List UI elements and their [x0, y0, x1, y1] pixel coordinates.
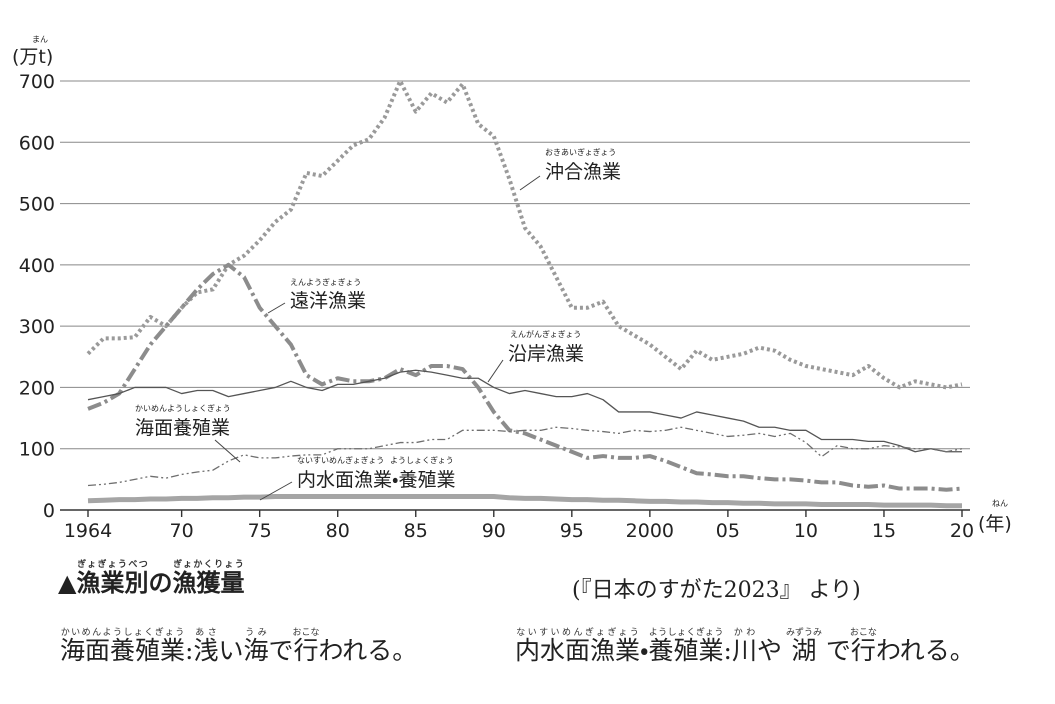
- series-line: [86, 79, 963, 390]
- label-leader: [487, 359, 504, 383]
- series-label: 沿岸漁業: [508, 343, 584, 365]
- ruby-text: 海うみ: [243, 628, 269, 665]
- y-tick-label: 600: [19, 132, 55, 154]
- series-ruby: えんがんぎょぎょう: [510, 329, 581, 339]
- base-text: 行: [292, 636, 320, 665]
- series-label: 内水面漁業・養殖業: [297, 469, 455, 491]
- ruby-text: 浅あさ: [193, 628, 219, 665]
- x-tick-label: 15: [872, 520, 896, 542]
- ruby-text: 漁獲量ぎょかくりょう: [172, 560, 245, 597]
- series-ruby: えんようぎょぎょう: [290, 277, 361, 287]
- ruby-text: 行おこな: [292, 628, 320, 665]
- base-text: 漁業別: [76, 569, 149, 597]
- ruby-reading: ぎょかくりょう: [172, 560, 245, 570]
- base-text: 浅: [193, 636, 219, 665]
- base-text: 湖: [785, 636, 822, 665]
- x-tick-label: 1964: [64, 520, 112, 542]
- x-tick-label: 80: [326, 520, 350, 542]
- x-tick-label: 90: [482, 520, 506, 542]
- ruby-reading: おこな: [849, 628, 877, 638]
- ruby-text: 養殖業ようしょくぎょう: [648, 628, 724, 665]
- ruby-reading: おこな: [292, 628, 320, 638]
- ruby-reading: みずうみ: [785, 628, 822, 638]
- x-axis-ruby: ねん: [992, 499, 1008, 508]
- ruby-reading: うみ: [243, 628, 269, 638]
- series-label: 遠洋漁業: [290, 290, 366, 312]
- ruby-text: 海面養殖業かいめんようしょくぎょう: [60, 628, 186, 665]
- ruby-text: 内水面漁業ないすいめんぎょぎょう: [515, 628, 641, 665]
- note: 内水面漁業ないすいめんぎょぎょう・養殖業ようしょくぎょう:川かわや 湖みずうみ …: [515, 628, 975, 667]
- label-leader: [267, 302, 286, 314]
- base-text: 海面養殖業: [60, 636, 186, 665]
- series-ruby: ないすいめんぎょぎょう: [297, 455, 384, 465]
- note: 海面養殖業かいめんようしょくぎょう:浅あさい海うみで行おこなわれる。: [60, 628, 417, 667]
- series-line: [87, 262, 963, 492]
- ruby-reading: ようしょくぎょう: [648, 628, 724, 638]
- y-tick-label: 700: [19, 71, 55, 93]
- chart: 0 100 200 300 400 500 600 700 まん (万t) 1964 70 75 80 85…: [12, 35, 1012, 542]
- y-tick-label: 0: [43, 500, 55, 522]
- x-tick-label: 85: [404, 520, 428, 542]
- y-tick-label: 300: [19, 316, 55, 338]
- text: :: [723, 636, 732, 665]
- x-tick-label: 70: [170, 520, 194, 542]
- label-leader: [519, 175, 541, 191]
- series-ruby: ようしょくぎょう: [390, 455, 454, 465]
- text: や: [757, 636, 790, 665]
- ruby-reading: あさ: [193, 628, 219, 638]
- text: い: [218, 636, 244, 665]
- base-text: 海: [243, 636, 269, 665]
- ruby-reading: ぎょぎょうべつ: [76, 560, 149, 570]
- ruby-reading: ないすいめんぎょぎょう: [515, 628, 641, 638]
- text: :: [185, 636, 194, 665]
- base-text: 内水面漁業: [515, 636, 641, 665]
- caption-marker: ▲: [58, 569, 77, 597]
- series-line: [87, 494, 962, 509]
- y-axis-ruby: まん: [32, 35, 48, 44]
- x-tick-label: 95: [560, 520, 584, 542]
- label-leader: [214, 439, 241, 463]
- caption: ▲漁業別ぎょぎょうべつの漁獲量ぎょかくりょう: [58, 560, 244, 598]
- series-label: 海面養殖業: [135, 417, 230, 439]
- series-line: [87, 426, 963, 487]
- text: ・: [640, 636, 649, 665]
- base-text: 川: [731, 636, 757, 665]
- y-tick-label: 100: [19, 439, 55, 461]
- ruby-text: 湖みずうみ: [786, 628, 822, 665]
- text: で: [817, 636, 851, 665]
- y-tick-label: 500: [19, 194, 55, 216]
- base-text: 漁獲量: [172, 569, 245, 597]
- x-tick-label: 05: [716, 520, 740, 542]
- y-axis-label: (万t): [12, 46, 53, 68]
- x-tick-label: 20: [950, 520, 974, 542]
- ruby-text: 川かわ: [731, 628, 757, 665]
- base-text: 養殖業: [648, 636, 724, 665]
- series-ruby: おきあいぎょぎょう: [545, 147, 616, 157]
- ruby-reading: かわ: [731, 628, 757, 638]
- series-line: [87, 369, 962, 453]
- ruby-text: 漁業別ぎょぎょうべつ: [76, 560, 149, 597]
- text: われる。: [318, 636, 418, 665]
- x-axis-label: (年): [978, 513, 1012, 535]
- x-tick-label: 2000: [626, 520, 674, 542]
- ruby-text: 行おこな: [849, 628, 877, 665]
- text: の: [148, 569, 173, 597]
- label-leader: [259, 481, 293, 501]
- base-text: 行: [849, 636, 877, 665]
- y-tick-label: 400: [19, 255, 55, 277]
- ruby-reading: かいめんようしょくぎょう: [60, 628, 185, 638]
- series-ruby: かいめんようしょくぎょう: [135, 403, 231, 413]
- text: われる。: [875, 636, 975, 665]
- x-tick-label: 10: [794, 520, 818, 542]
- text: で: [268, 636, 294, 665]
- x-tick-label: 75: [248, 520, 272, 542]
- y-tick-label: 200: [19, 377, 55, 399]
- source: (『日本のすがた2023』 より): [572, 578, 861, 603]
- series-label: 沖合漁業: [545, 161, 621, 183]
